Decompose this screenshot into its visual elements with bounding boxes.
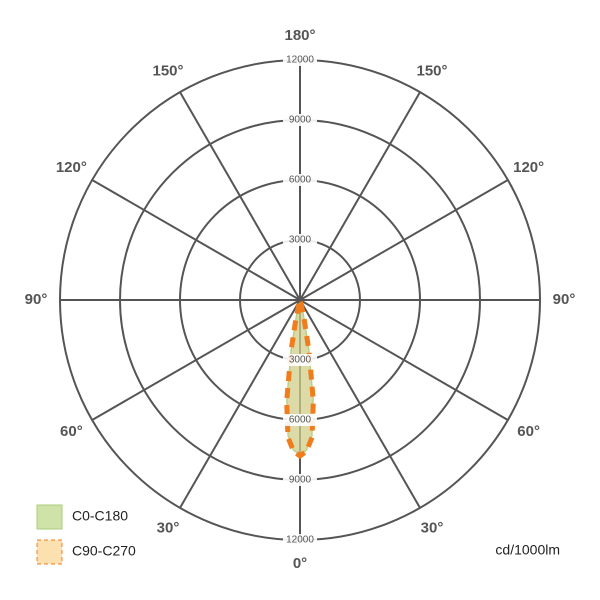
angle-label: 120°: [56, 159, 87, 176]
unit-label: cd/1000lm: [495, 542, 560, 558]
angle-label: 180°: [284, 27, 315, 44]
r-tick-label: 12000: [286, 55, 314, 66]
angle-label: 30°: [421, 520, 444, 537]
tick-label-bg: [283, 354, 317, 366]
tick-label-bg: [283, 534, 317, 546]
r-tick-label: 9000: [289, 115, 312, 126]
angle-label: 90°: [25, 291, 48, 308]
angle-label: 0°: [293, 555, 307, 572]
tick-label-bg: [283, 114, 317, 126]
r-tick-label: 6000: [289, 415, 312, 426]
grid-spoke: [299, 179, 509, 301]
grid-spoke: [299, 299, 509, 421]
r-tick-label: 9000: [289, 475, 312, 486]
series-curve: [284, 301, 316, 460]
angle-label: 60°: [517, 423, 540, 440]
tick-label-bg: [283, 54, 317, 66]
grid-spoke: [91, 299, 301, 421]
legend-swatch: [36, 539, 63, 565]
tick-label-bg: [283, 474, 317, 486]
angle-label: 150°: [152, 62, 183, 79]
tick-label-bg: [283, 414, 317, 426]
r-tick-label: 3000: [289, 355, 312, 366]
angle-label: 60°: [60, 423, 83, 440]
angle-label: 150°: [416, 62, 447, 79]
legend-label: C0-C180: [72, 508, 128, 524]
angle-label: 120°: [513, 159, 544, 176]
legend-swatch: [36, 504, 63, 530]
legend-label: C90-C270: [72, 543, 136, 559]
tick-label-bg: [283, 174, 317, 186]
grid-spoke: [299, 299, 421, 509]
angle-label: 30°: [157, 520, 180, 537]
r-tick-label: 6000: [289, 175, 312, 186]
grid-spoke: [179, 299, 301, 509]
grid-spoke: [299, 91, 421, 301]
r-tick-label: 3000: [289, 235, 312, 246]
r-tick-label: 12000: [286, 535, 314, 546]
grid-spoke: [179, 91, 301, 301]
grid-spoke: [91, 179, 301, 301]
angle-label: 90°: [553, 291, 576, 308]
tick-label-bg: [283, 234, 317, 246]
